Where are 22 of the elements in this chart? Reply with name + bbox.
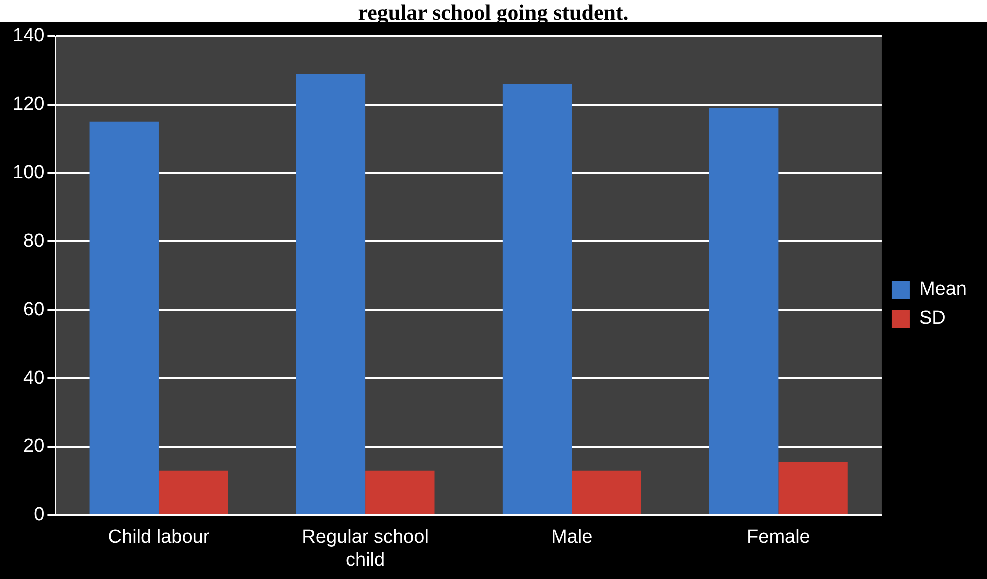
y-tick-label: 60 (24, 299, 45, 320)
bar (572, 470, 642, 514)
y-tick-label: 20 (24, 436, 45, 458)
bar (366, 470, 435, 514)
y-tick-label: 120 (13, 94, 45, 116)
y-tick-label: 100 (13, 162, 45, 184)
bar (296, 74, 366, 514)
bar (709, 108, 779, 514)
bar (778, 462, 848, 514)
bar (502, 84, 572, 514)
x-tick-label: Male (552, 527, 593, 548)
x-tick-label: Child labour (108, 527, 210, 548)
bar (90, 122, 159, 514)
y-tick-label: 80 (24, 230, 45, 252)
bar (158, 470, 228, 514)
x-tick-label: Regular school child (302, 527, 429, 571)
y-tick-label: 140 (13, 26, 45, 47)
y-tick-label: 0 (34, 504, 45, 526)
x-tick-label: Female (747, 527, 810, 548)
legend-label: SD (919, 308, 946, 330)
legend-label: Mean (919, 279, 968, 300)
y-tick-label: 40 (24, 368, 45, 389)
